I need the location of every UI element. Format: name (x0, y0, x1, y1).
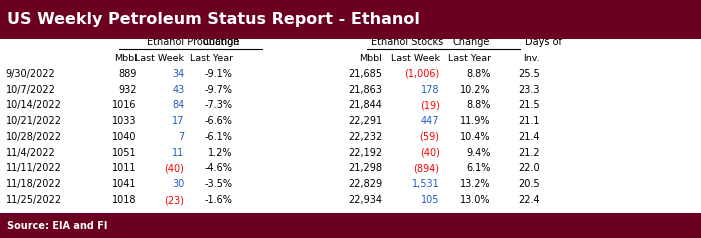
Text: 1033: 1033 (112, 116, 137, 126)
Text: 1016: 1016 (112, 100, 137, 110)
Text: 1051: 1051 (112, 148, 137, 158)
Text: Last Year: Last Year (189, 54, 233, 63)
Text: Source: EIA and FI: Source: EIA and FI (7, 220, 107, 231)
Text: (40): (40) (420, 148, 440, 158)
FancyBboxPatch shape (0, 213, 701, 238)
Text: -4.6%: -4.6% (205, 164, 233, 174)
Text: -9.7%: -9.7% (205, 85, 233, 95)
Text: Ethanol Stocks: Ethanol Stocks (371, 37, 444, 47)
Text: 21,685: 21,685 (348, 69, 382, 79)
Text: Inv.: Inv. (523, 54, 540, 63)
Text: 11/18/2022: 11/18/2022 (6, 179, 62, 189)
Text: 447: 447 (421, 116, 440, 126)
Text: 22,232: 22,232 (348, 132, 382, 142)
Text: 11/11/2022: 11/11/2022 (6, 164, 62, 174)
Text: 21,863: 21,863 (348, 85, 382, 95)
Text: 1040: 1040 (112, 132, 137, 142)
Text: 21.5: 21.5 (518, 100, 540, 110)
Text: -1.6%: -1.6% (205, 195, 233, 205)
Text: 22,934: 22,934 (348, 195, 382, 205)
Text: 23.3: 23.3 (518, 85, 540, 95)
Text: 178: 178 (421, 85, 440, 95)
Text: 21,298: 21,298 (348, 164, 382, 174)
Text: 13.2%: 13.2% (460, 179, 491, 189)
Text: 10/28/2022: 10/28/2022 (6, 132, 62, 142)
Text: 105: 105 (421, 195, 440, 205)
Text: 1.2%: 1.2% (208, 148, 233, 158)
Text: 889: 889 (118, 69, 137, 79)
Text: 84: 84 (172, 100, 184, 110)
FancyBboxPatch shape (0, 0, 701, 39)
Text: 11/25/2022: 11/25/2022 (6, 195, 62, 205)
Text: 21.2: 21.2 (518, 148, 540, 158)
Text: Last Year: Last Year (447, 54, 491, 63)
Text: 8.8%: 8.8% (466, 69, 491, 79)
Text: Change: Change (203, 37, 240, 47)
Text: Days of: Days of (525, 37, 562, 47)
Text: 11/4/2022: 11/4/2022 (6, 148, 55, 158)
Text: 22.0: 22.0 (518, 164, 540, 174)
Text: 21,844: 21,844 (348, 100, 382, 110)
Text: 7: 7 (178, 132, 184, 142)
Text: (40): (40) (165, 164, 184, 174)
Text: 1041: 1041 (112, 179, 137, 189)
Text: Mbbl: Mbbl (360, 54, 382, 63)
Text: 17: 17 (172, 116, 184, 126)
Text: (59): (59) (419, 132, 440, 142)
Text: Ethanol Production: Ethanol Production (147, 37, 239, 47)
Text: -7.3%: -7.3% (205, 100, 233, 110)
Text: 34: 34 (172, 69, 184, 79)
Text: (1,006): (1,006) (404, 69, 440, 79)
Text: 25.5: 25.5 (518, 69, 540, 79)
Text: 22,291: 22,291 (348, 116, 382, 126)
Text: US Weekly Petroleum Status Report - Ethanol: US Weekly Petroleum Status Report - Etha… (7, 12, 420, 27)
Text: 10.2%: 10.2% (460, 85, 491, 95)
Text: Last Week: Last Week (390, 54, 440, 63)
Text: Mbbl: Mbbl (114, 54, 137, 63)
Text: 932: 932 (118, 85, 137, 95)
Text: (894): (894) (414, 164, 440, 174)
Text: (23): (23) (164, 195, 184, 205)
Text: 10/7/2022: 10/7/2022 (6, 85, 55, 95)
Text: 22,192: 22,192 (348, 148, 382, 158)
Text: 6.1%: 6.1% (466, 164, 491, 174)
Text: (19): (19) (420, 100, 440, 110)
Text: 8.8%: 8.8% (466, 100, 491, 110)
Text: Last Week: Last Week (135, 54, 184, 63)
Text: 1,531: 1,531 (411, 179, 440, 189)
Text: -6.6%: -6.6% (205, 116, 233, 126)
Text: 9/30/2022: 9/30/2022 (6, 69, 55, 79)
Text: 9.4%: 9.4% (466, 148, 491, 158)
Text: 20.5: 20.5 (518, 179, 540, 189)
Text: 10/21/2022: 10/21/2022 (6, 116, 62, 126)
Text: 1011: 1011 (112, 164, 137, 174)
Text: 11.9%: 11.9% (460, 116, 491, 126)
Text: -9.1%: -9.1% (205, 69, 233, 79)
Text: 22,829: 22,829 (348, 179, 382, 189)
Text: 10.4%: 10.4% (460, 132, 491, 142)
Text: 1018: 1018 (112, 195, 137, 205)
Text: 10/14/2022: 10/14/2022 (6, 100, 62, 110)
Text: 21.1: 21.1 (518, 116, 540, 126)
Text: 22.4: 22.4 (518, 195, 540, 205)
Text: Change: Change (452, 37, 489, 47)
Text: -6.1%: -6.1% (205, 132, 233, 142)
Text: 30: 30 (172, 179, 184, 189)
Text: 43: 43 (172, 85, 184, 95)
Text: 11: 11 (172, 148, 184, 158)
Text: 13.0%: 13.0% (460, 195, 491, 205)
Text: -3.5%: -3.5% (205, 179, 233, 189)
Text: 21.4: 21.4 (518, 132, 540, 142)
